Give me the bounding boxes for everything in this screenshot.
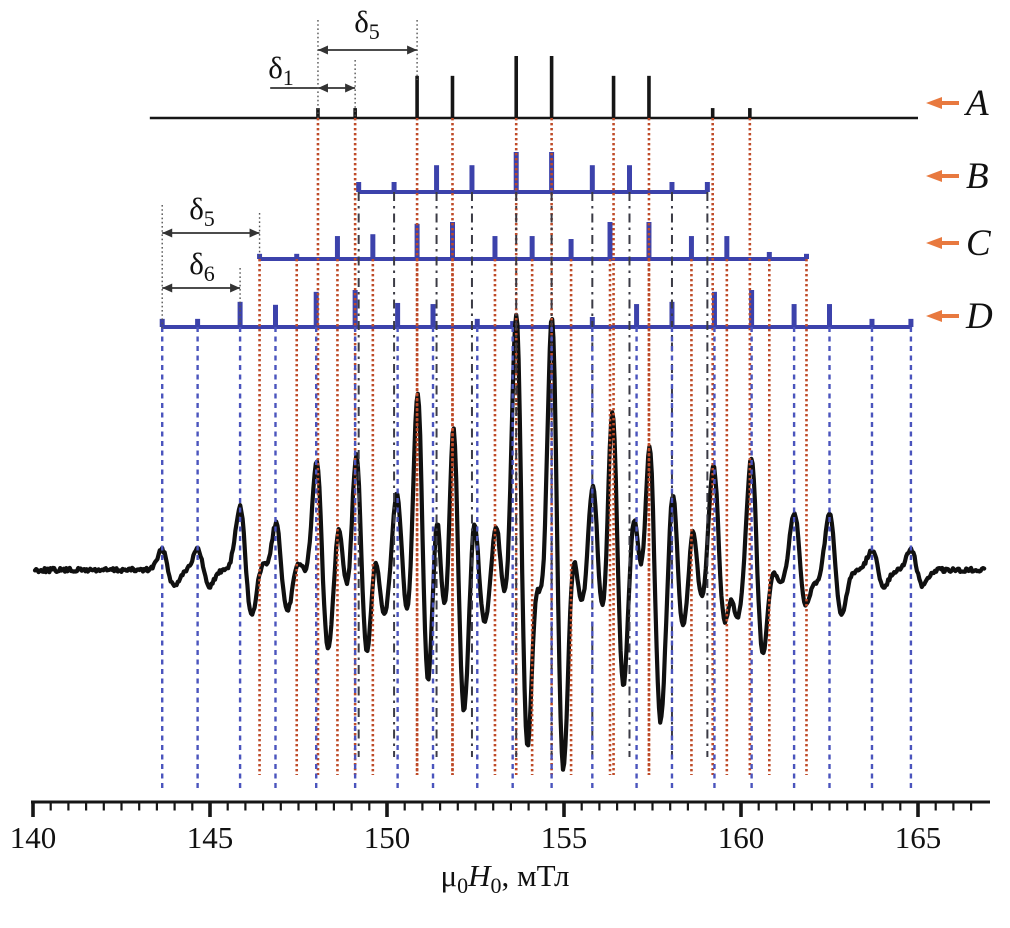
delta5-left-label: δ5 bbox=[189, 191, 215, 232]
spectrum-label-C: C bbox=[966, 223, 991, 264]
x-tick-label-145: 145 bbox=[186, 820, 234, 855]
delta6-label: δ6 bbox=[189, 246, 215, 287]
spectrum-label-A: A bbox=[966, 83, 989, 124]
experimental-spectrum-layer bbox=[32, 312, 987, 772]
x-tick-label-140: 140 bbox=[9, 820, 57, 855]
spectrum-label-D: D bbox=[966, 296, 993, 337]
guide-lines-layer bbox=[161, 118, 913, 788]
x-tick-label-160: 160 bbox=[717, 820, 765, 855]
x-tick-label-155: 155 bbox=[540, 820, 588, 855]
label-arrow-A bbox=[926, 97, 942, 109]
annotations-layer bbox=[161, 20, 959, 330]
label-arrow-C bbox=[926, 237, 942, 249]
x-axis-title: μ0H0, мТл bbox=[440, 858, 570, 899]
label-arrow-B bbox=[926, 170, 942, 182]
delta5-top-label: δ5 bbox=[354, 4, 380, 45]
spectrum-label-B: B bbox=[966, 156, 989, 197]
label-arrow-D bbox=[926, 310, 942, 322]
x-tick-label-165: 165 bbox=[894, 820, 942, 855]
x-tick-label-150: 150 bbox=[363, 820, 411, 855]
delta1-label: δ1 bbox=[268, 50, 294, 91]
experimental-spectrum-curve bbox=[32, 312, 987, 772]
x-axis-layer bbox=[31, 800, 990, 817]
stick-spectra-layer bbox=[149, 56, 918, 329]
